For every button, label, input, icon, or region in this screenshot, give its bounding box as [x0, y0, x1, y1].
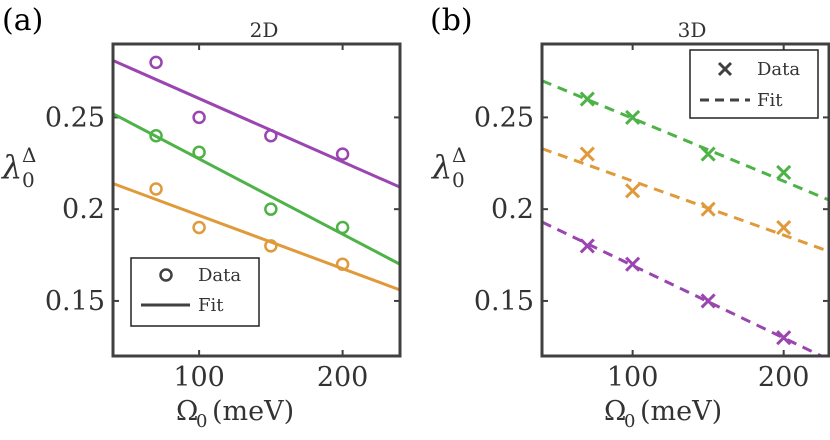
- svg-text:Ω: Ω: [604, 396, 626, 427]
- data-point-b-green-3: [776, 164, 792, 181]
- svg-text:0: 0: [22, 168, 35, 192]
- x-axis-label-b: Ω 0 (meV): [604, 396, 722, 432]
- svg-text:0: 0: [452, 168, 465, 192]
- data-markers-a: [149, 55, 350, 271]
- x-tick-label-a-0: 100: [173, 362, 225, 393]
- panel-b-3d: (b) 3D 0.15 0.2 0.25 100 200 λ 0 Δ Ω 0 (meV)…: [430, 3, 830, 432]
- y-tick-label-a-1: 0.2: [62, 194, 105, 225]
- panel-title-b: 3D: [678, 18, 707, 42]
- y-tick-label-b-0: 0.15: [474, 286, 534, 317]
- data-point-a-purple-1: [192, 110, 206, 125]
- svg-text:Δ: Δ: [452, 143, 466, 167]
- panel-title-a: 2D: [250, 18, 279, 42]
- data-point-b-green-2: [700, 146, 716, 162]
- y-axis-label-a: λ 0 Δ: [0, 143, 36, 192]
- data-point-a-purple-3: [335, 147, 350, 161]
- legend-fit-label-b: Fit: [757, 90, 783, 111]
- plot-frame-b: [540, 42, 830, 358]
- fit-line-b-orange: [542, 147, 829, 253]
- data-point-b-purple-2: [700, 293, 716, 309]
- x-tick-label-a-1: 200: [317, 362, 369, 393]
- legend-data-label-b: Data: [757, 59, 800, 80]
- data-point-b-orange-0: [579, 146, 595, 162]
- svg-text:Ω: Ω: [176, 396, 198, 427]
- svg-text:λ: λ: [430, 148, 452, 186]
- legend-a: Data Fit: [130, 257, 260, 327]
- data-point-a-green-2: [264, 202, 278, 216]
- y-tick-label-b-1: 0.2: [491, 194, 534, 225]
- ticks-b: 0.15 0.2 0.25 100 200: [474, 44, 829, 393]
- fit-lines-b: [542, 79, 829, 356]
- panel-label-b: (b): [430, 3, 473, 38]
- svg-text:λ: λ: [0, 148, 22, 186]
- ticks-a: 0.15 0.2 0.25 100 200: [45, 44, 400, 393]
- legend-b: Data Fit: [689, 49, 819, 119]
- fit-line-a-orange: [113, 182, 400, 292]
- data-markers-b: [579, 91, 792, 346]
- svg-text:(meV): (meV): [212, 396, 294, 427]
- fit-line-a-purple: [113, 59, 400, 189]
- panel-a-2d: (a) 2D 0.15 0.2 0.25 100 200 λ 0 Δ Ω 0 (meV)…: [0, 3, 402, 432]
- data-point-b-purple-3: [776, 330, 792, 346]
- x-tick-label-b-1: 200: [758, 362, 810, 393]
- data-point-a-purple-2: [264, 129, 278, 143]
- legend-data-marker-b: [717, 61, 733, 77]
- x-axis-label-a: Ω 0 (meV): [176, 396, 294, 432]
- plot-frame-a: [111, 42, 402, 358]
- svg-text:0: 0: [196, 411, 207, 432]
- legend-data-label-a: Data: [198, 265, 241, 286]
- data-point-b-green-1: [625, 109, 641, 125]
- data-point-b-purple-1: [625, 256, 641, 272]
- svg-text:0: 0: [624, 411, 635, 432]
- data-point-a-green-3: [335, 220, 350, 235]
- legend-data-marker-a: [159, 268, 173, 282]
- legend-fit-label-a: Fit: [198, 295, 224, 316]
- data-point-a-purple-0: [149, 55, 163, 70]
- fit-line-a-green: [113, 112, 400, 266]
- y-tick-label-b-2: 0.25: [474, 102, 534, 133]
- panel-label-a: (a): [2, 3, 43, 38]
- legend-box-a: [130, 257, 260, 327]
- y-tick-label-a-0: 0.15: [45, 286, 105, 317]
- data-point-a-orange-1: [192, 220, 206, 235]
- data-point-a-green-1: [192, 145, 206, 160]
- data-point-b-orange-1: [625, 183, 641, 199]
- data-point-a-orange-3: [335, 257, 350, 271]
- data-point-b-purple-0: [579, 238, 595, 254]
- data-point-a-orange-0: [149, 182, 163, 196]
- data-point-a-orange-2: [264, 239, 278, 253]
- fit-lines-a: [113, 59, 400, 292]
- data-point-b-green-0: [579, 91, 595, 107]
- data-point-b-orange-2: [700, 201, 716, 217]
- legend-box-b: [689, 49, 819, 119]
- data-point-a-green-0: [149, 129, 163, 143]
- data-point-b-orange-3: [776, 219, 792, 236]
- y-tick-label-a-2: 0.25: [45, 102, 105, 133]
- y-axis-label-b: λ 0 Δ: [430, 143, 466, 192]
- svg-text:(meV): (meV): [640, 396, 722, 427]
- x-tick-label-b-0: 100: [607, 362, 659, 393]
- svg-text:Δ: Δ: [22, 143, 36, 167]
